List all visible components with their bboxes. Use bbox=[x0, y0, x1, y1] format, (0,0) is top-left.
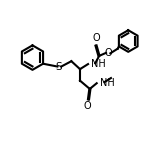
Text: S: S bbox=[56, 62, 62, 72]
Text: O: O bbox=[83, 101, 91, 111]
Text: NH: NH bbox=[91, 59, 106, 69]
Text: O: O bbox=[104, 48, 112, 58]
Text: NH: NH bbox=[100, 78, 115, 88]
Text: O: O bbox=[92, 34, 100, 43]
